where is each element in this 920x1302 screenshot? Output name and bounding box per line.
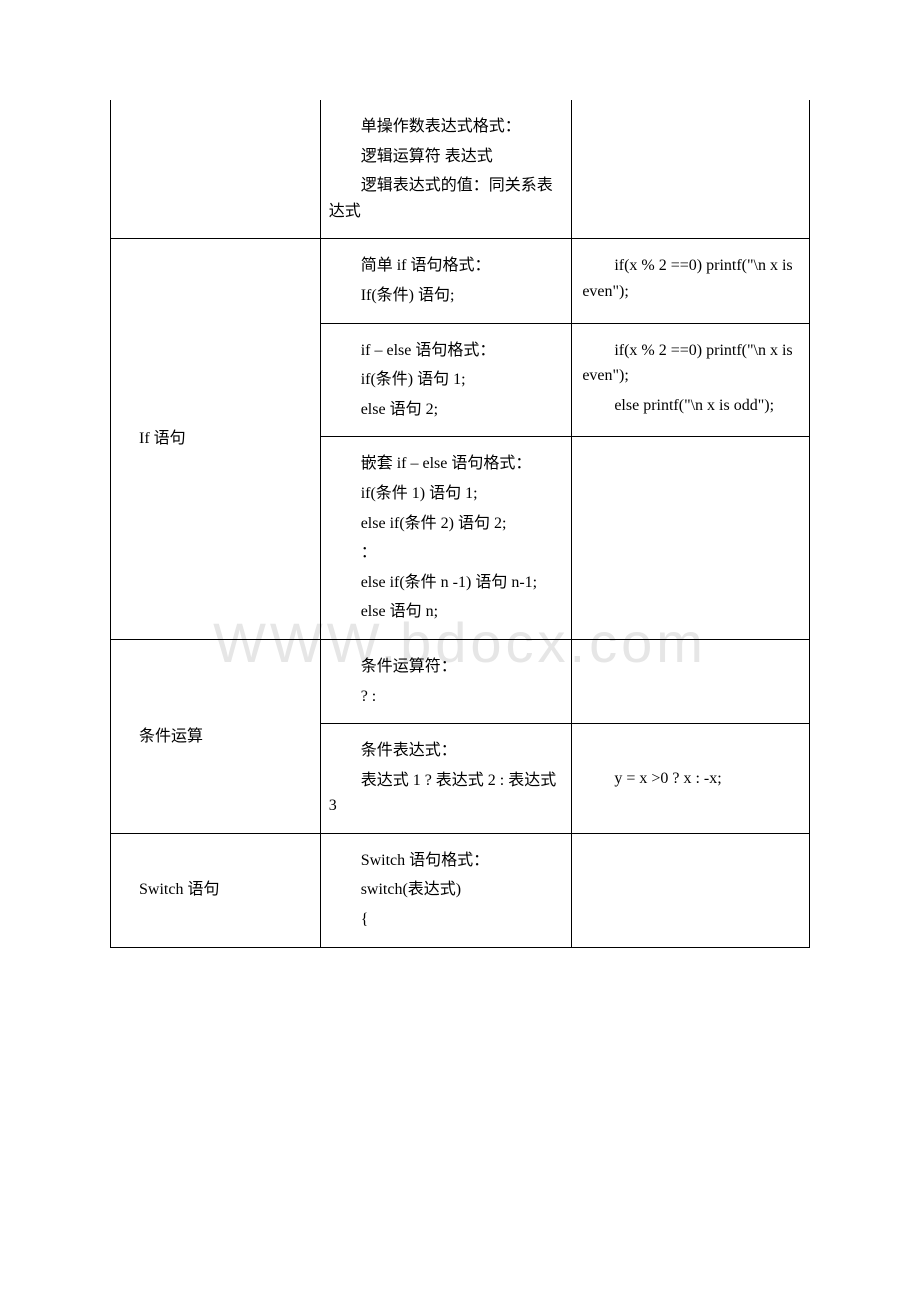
text-line: else printf("\n x is odd"); [582,393,801,419]
table-row: 单操作数表达式格式： 逻辑运算符 表达式 逻辑表达式的值：同关系表达式 [111,100,810,239]
text-line: 嵌套 if – else 语句格式： [329,451,564,477]
cell-desc: 嵌套 if – else 语句格式： if(条件 1) 语句 1; else i… [320,437,572,640]
text-line: else 语句 2; [329,397,564,423]
syntax-table: 单操作数表达式格式： 逻辑运算符 表达式 逻辑表达式的值：同关系表达式 If 语… [110,100,810,948]
cell-example [572,833,810,947]
cell-example: if(x % 2 ==0) printf("\n x is even"); [572,239,810,323]
cell-desc: 单操作数表达式格式： 逻辑运算符 表达式 逻辑表达式的值：同关系表达式 [320,100,572,239]
topic-label: If 语句 [139,430,186,447]
text-line: if(条件 1) 语句 1; [329,481,564,507]
text-line: ： [329,540,564,566]
text-line: if(x % 2 ==0) printf("\n x is even"); [582,253,801,304]
text-line: If(条件) 语句; [329,283,564,309]
text-line: y = x >0 ? x : -x; [582,766,801,792]
topic-label: Switch 语句 [139,881,219,898]
text-line: switch(表达式) [329,877,564,903]
cell-topic: Switch 语句 [111,833,321,947]
cell-topic: 条件运算 [111,639,321,833]
text-line: else 语句 n; [329,599,564,625]
text-line: Switch 语句格式： [329,848,564,874]
text-line: else if(条件 n -1) 语句 n-1; [329,570,564,596]
cell-example [572,437,810,640]
table-row: Switch 语句 Switch 语句格式： switch(表达式) { [111,833,810,947]
text-line: 单操作数表达式格式： [329,114,564,140]
text-line: if(x % 2 ==0) printf("\n x is even"); [582,338,801,389]
cell-desc: if – else 语句格式： if(条件) 语句 1; else 语句 2; [320,323,572,437]
text-line: 条件运算符： [329,654,564,680]
cell-example: y = x >0 ? x : -x; [572,724,810,834]
table-row: If 语句 简单 if 语句格式： If(条件) 语句; if(x % 2 ==… [111,239,810,323]
cell-example [572,639,810,723]
text-line: 简单 if 语句格式： [329,253,564,279]
text-line: if(条件) 语句 1; [329,367,564,393]
text-line: ? : [329,684,564,710]
topic-label: 条件运算 [139,728,203,745]
cell-example: if(x % 2 ==0) printf("\n x is even"); el… [572,323,810,437]
cell-desc: 简单 if 语句格式： If(条件) 语句; [320,239,572,323]
table-row: 条件运算 条件运算符： ? : [111,639,810,723]
text-line: if – else 语句格式： [329,338,564,364]
cell-desc: 条件表达式： 表达式 1 ? 表达式 2 : 表达式 3 [320,724,572,834]
cell-example [572,100,810,239]
text-line: { [329,907,564,933]
text-line: 表达式 1 ? 表达式 2 : 表达式 3 [329,768,564,819]
text-line: 逻辑表达式的值：同关系表达式 [329,173,564,224]
cell-desc: Switch 语句格式： switch(表达式) { [320,833,572,947]
text-line: 条件表达式： [329,738,564,764]
text-line: 逻辑运算符 表达式 [329,144,564,170]
cell-desc: 条件运算符： ? : [320,639,572,723]
cell-topic [111,100,321,239]
text-line: else if(条件 2) 语句 2; [329,511,564,537]
cell-topic: If 语句 [111,239,321,640]
